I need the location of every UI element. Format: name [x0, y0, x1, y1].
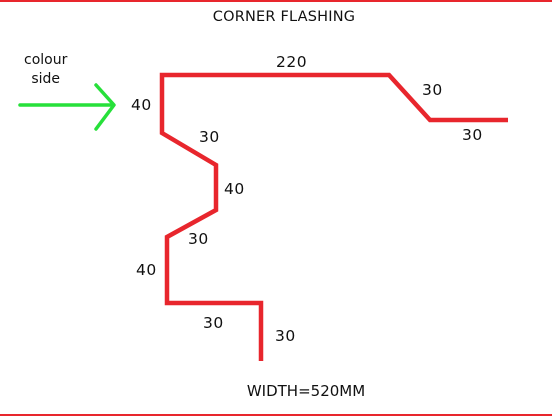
colour-side-arrow [18, 83, 116, 131]
colour-side-line1: colour [24, 52, 68, 68]
frame-bottom-line [0, 414, 552, 416]
dim-bottom-return: 30 [275, 327, 296, 345]
dim-bottom-flange: 30 [203, 314, 224, 332]
dim-step1-vertical: 40 [224, 180, 245, 198]
dim-step1-diagonal: 30 [199, 128, 220, 146]
frame-top-line [0, 0, 552, 2]
dim-step2-diagonal: 30 [188, 230, 209, 248]
flashing-profile-line [159, 72, 508, 361]
dim-top-flange: 220 [276, 53, 308, 71]
width-note: WIDTH=520MM [246, 382, 366, 400]
dim-left-upstand: 40 [131, 96, 152, 114]
colour-side-line2: side [31, 70, 61, 87]
dim-top-right-flange: 30 [462, 126, 483, 144]
dim-top-right-diagonal: 30 [422, 81, 443, 99]
colour-side-label: colour side [24, 51, 67, 89]
diagram-title: CORNER FLASHING [212, 9, 356, 25]
dim-lower-vertical: 40 [136, 261, 157, 279]
